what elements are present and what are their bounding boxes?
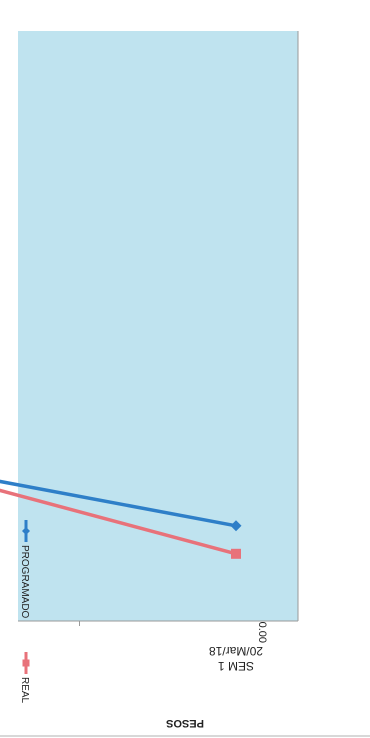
y-axis-title: PESOS — [166, 717, 204, 729]
data-point-real — [231, 548, 241, 559]
legend-label: REAL — [19, 677, 30, 704]
plot-area — [18, 31, 298, 621]
legend-label: PROGRAMADO — [19, 545, 30, 619]
data-point-programado — [230, 520, 242, 532]
legend-item-programado: PROGRAMADO — [19, 520, 30, 619]
legend-marker — [22, 659, 30, 667]
x-tick-label: SEM 1 — [218, 659, 254, 673]
y-tick-label: 0.00 — [256, 622, 268, 643]
series-line-programado — [0, 479, 237, 528]
x-tick-label: 20/Mar/18 — [209, 644, 263, 658]
page-divider — [0, 735, 370, 737]
series-line-real — [0, 488, 237, 556]
legend: PROGRAMADO REAL — [19, 520, 30, 704]
legend-marker — [22, 527, 30, 535]
legend-item-real: REAL — [19, 652, 30, 704]
